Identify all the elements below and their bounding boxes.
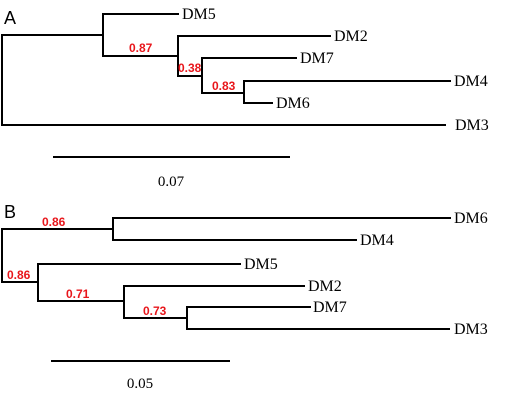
leaf-label-a-dm5: DM5 bbox=[182, 6, 216, 23]
leaf-label-b-dm7: DM7 bbox=[313, 299, 347, 316]
support-value-a-1: 0.87 bbox=[129, 41, 153, 55]
support-value-a-2: 0.38 bbox=[178, 61, 202, 75]
leaf-label-a-dm7: DM7 bbox=[300, 50, 334, 67]
tree-panel-a: A DM5 DM2 DM7 DM4 DM6 DM3 0.87 0.38 0 bbox=[1, 6, 489, 190]
support-value-b-4: 0.73 bbox=[143, 304, 167, 318]
support-value-a-3: 0.83 bbox=[212, 79, 236, 93]
support-value-b-3: 0.71 bbox=[66, 287, 90, 301]
leaf-label-b-dm4: DM4 bbox=[360, 232, 394, 249]
tree-panel-b: B DM6 DM4 DM5 DM2 DM7 DM3 0.86 0.86 0.71… bbox=[1, 202, 488, 392]
leaf-label-b-dm2: DM2 bbox=[308, 278, 342, 295]
scale-bar-label-a: 0.07 bbox=[158, 174, 185, 190]
leaf-label-a-dm3: DM3 bbox=[455, 117, 489, 134]
leaf-label-a-dm2: DM2 bbox=[334, 28, 368, 45]
panel-label-a: A bbox=[4, 8, 16, 28]
leaf-label-b-dm6: DM6 bbox=[454, 210, 488, 227]
leaf-label-a-dm6: DM6 bbox=[276, 95, 310, 112]
leaf-label-a-dm4: DM4 bbox=[454, 73, 488, 90]
leaf-label-b-dm3: DM3 bbox=[454, 321, 488, 338]
panel-label-b: B bbox=[4, 202, 16, 222]
leaf-label-b-dm5: DM5 bbox=[244, 256, 278, 273]
support-value-b-1: 0.86 bbox=[42, 215, 66, 229]
support-value-b-2: 0.86 bbox=[7, 268, 31, 282]
scale-bar-label-b: 0.05 bbox=[127, 376, 153, 392]
